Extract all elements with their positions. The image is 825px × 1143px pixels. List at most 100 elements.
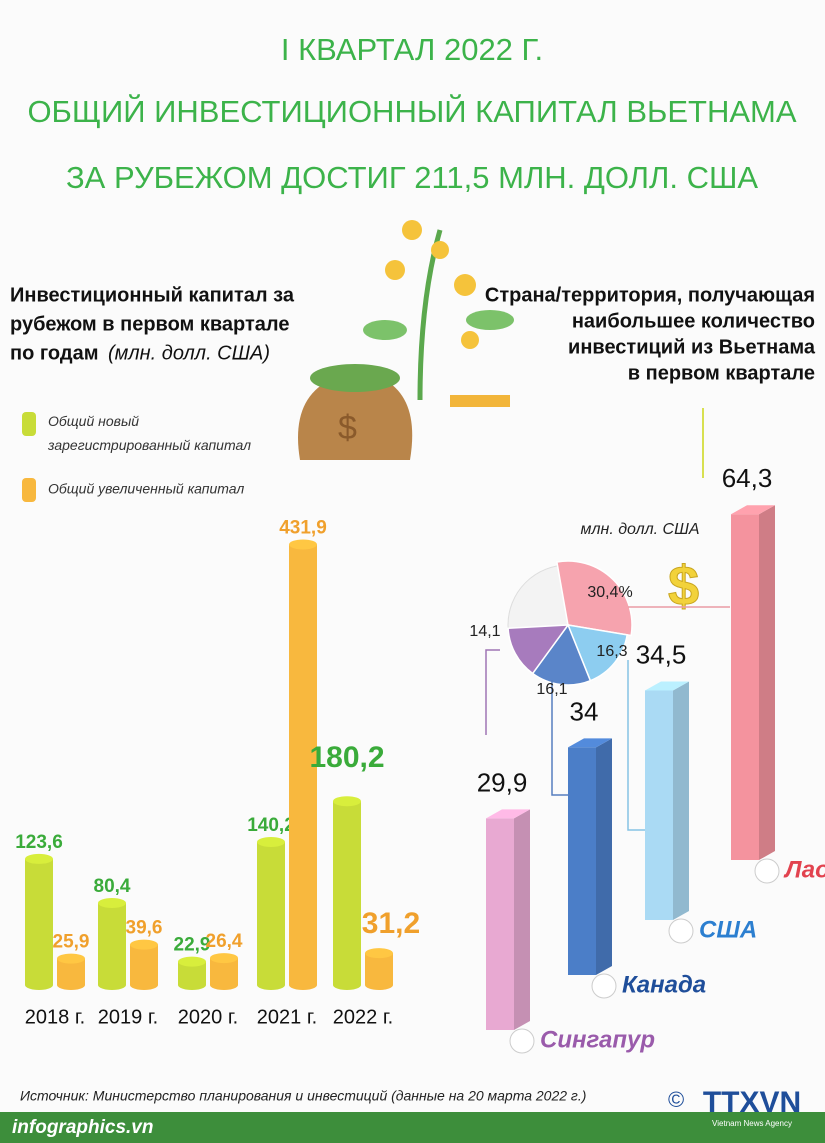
bar-foot — [257, 980, 285, 990]
bar-side — [514, 809, 530, 1030]
left-unit: (млн. долл. США) — [108, 342, 270, 364]
pie-label: 16,1 — [536, 681, 567, 698]
legend-swatch — [22, 478, 36, 502]
bar-foot — [130, 980, 158, 990]
pie-label: 14,1 — [469, 623, 500, 640]
right-subtitle: наибольшее количество — [572, 310, 815, 332]
pie-label: 16,3 — [596, 643, 627, 660]
value-label: 22,9 — [174, 935, 211, 956]
bar-cap — [365, 948, 393, 959]
x-tick-label: 2021 г. — [257, 1006, 317, 1028]
source: Источник: Министерство планирования и ин… — [20, 1088, 586, 1104]
bar — [25, 858, 53, 985]
value-label: 431,9 — [279, 517, 327, 538]
left-subtitle: Инвестиционный капитал за — [10, 284, 295, 306]
bar — [486, 818, 514, 1030]
bar-cap — [289, 539, 317, 550]
connector — [485, 649, 500, 735]
left-subtitle: рубежом в первом квартале — [10, 313, 289, 335]
bar — [130, 944, 158, 985]
footer-bar — [0, 1112, 825, 1143]
bar-side — [759, 505, 775, 860]
x-tick-label: 2018 г. — [25, 1006, 85, 1028]
value-label: 34 — [570, 696, 599, 726]
country-label: Канада — [622, 971, 706, 998]
left-subtitle: по годам — [10, 342, 99, 364]
brand-sub: Vietnam News Agency — [712, 1119, 792, 1128]
bar — [289, 544, 317, 985]
x-tick-label: 2022 г. — [333, 1006, 393, 1028]
country-label: Лаос — [783, 856, 825, 883]
value-label: 123,6 — [15, 832, 63, 853]
value-label: 25,9 — [53, 932, 90, 953]
bar — [257, 841, 285, 985]
bar-foot — [365, 980, 393, 990]
flag — [509, 1028, 535, 1054]
bar-cap — [333, 796, 361, 807]
brand: TTXVN — [703, 1086, 801, 1119]
bar-foot — [333, 980, 361, 990]
pie-unit: млн. долл. США — [581, 521, 700, 538]
value-label: 39,6 — [126, 918, 163, 939]
bar-cap — [130, 939, 158, 950]
title-line: ОБЩИЙ ИНВЕСТИЦИОННЫЙ КАПИТАЛ ВЬЕТНАМА — [27, 93, 796, 129]
bar-foot — [178, 980, 206, 990]
pie-slice — [531, 623, 592, 686]
bar — [568, 747, 596, 975]
right-subtitle: Страна/территория, получающая — [485, 284, 815, 306]
bar-top — [568, 738, 612, 748]
legend-swatch — [22, 412, 36, 436]
illustration: $ — [298, 220, 514, 460]
value-label: 34,5 — [636, 639, 687, 669]
value-label: 80,4 — [94, 876, 131, 897]
bar — [645, 690, 673, 920]
bar — [365, 953, 393, 985]
flag — [754, 858, 780, 884]
legend-label: Общий новый зарегистрированный капитал — [47, 413, 251, 453]
pie-slice — [566, 624, 629, 682]
bar-cap — [257, 836, 285, 847]
copyright: © — [668, 1087, 684, 1112]
bar-top — [731, 505, 775, 515]
bar-cap — [210, 953, 238, 964]
bar-foot — [98, 980, 126, 990]
bar-top — [486, 809, 530, 819]
title-line: ЗА РУБЕЖОМ ДОСТИГ 211,5 МЛН. ДОЛЛ. США — [66, 160, 758, 195]
bar-foot — [25, 980, 53, 990]
bar-cap — [25, 853, 53, 864]
value-label: 29,9 — [477, 767, 528, 797]
title-line: I КВАРТАЛ 2022 Г. — [281, 32, 543, 67]
value-label: 64,3 — [722, 463, 773, 493]
svg-text:$: $ — [338, 409, 357, 447]
country-label: Сингапур — [540, 1026, 655, 1053]
flag — [668, 918, 694, 944]
pie-slice — [556, 560, 633, 637]
bar-cap — [178, 956, 206, 967]
country-label: США — [699, 916, 757, 943]
right-subtitle: инвестиций из Вьетнама — [568, 336, 816, 358]
connector — [551, 680, 570, 796]
bar — [333, 801, 361, 985]
bar-foot — [289, 980, 317, 990]
bar-foot — [57, 980, 85, 990]
value-label: 140,2 — [247, 815, 295, 836]
value-label: 180,2 — [309, 741, 384, 774]
bar-side — [673, 681, 689, 920]
value-label: 26,4 — [206, 931, 243, 952]
connector — [627, 660, 645, 831]
bar — [178, 961, 206, 985]
x-tick-label: 2019 г. — [98, 1006, 158, 1028]
bar-side — [596, 738, 612, 975]
bar-foot — [210, 980, 238, 990]
bar — [731, 514, 759, 860]
legend-label: Общий увеличенный капитал — [48, 481, 244, 497]
bar-cap — [57, 953, 85, 964]
flag — [591, 973, 617, 999]
value-label: 31,2 — [362, 907, 420, 940]
bar-cap — [98, 897, 126, 908]
bar — [98, 902, 126, 985]
right-subtitle: в первом квартале — [628, 362, 815, 384]
pie-slice — [507, 624, 570, 675]
x-tick-label: 2020 г. — [178, 1006, 238, 1028]
